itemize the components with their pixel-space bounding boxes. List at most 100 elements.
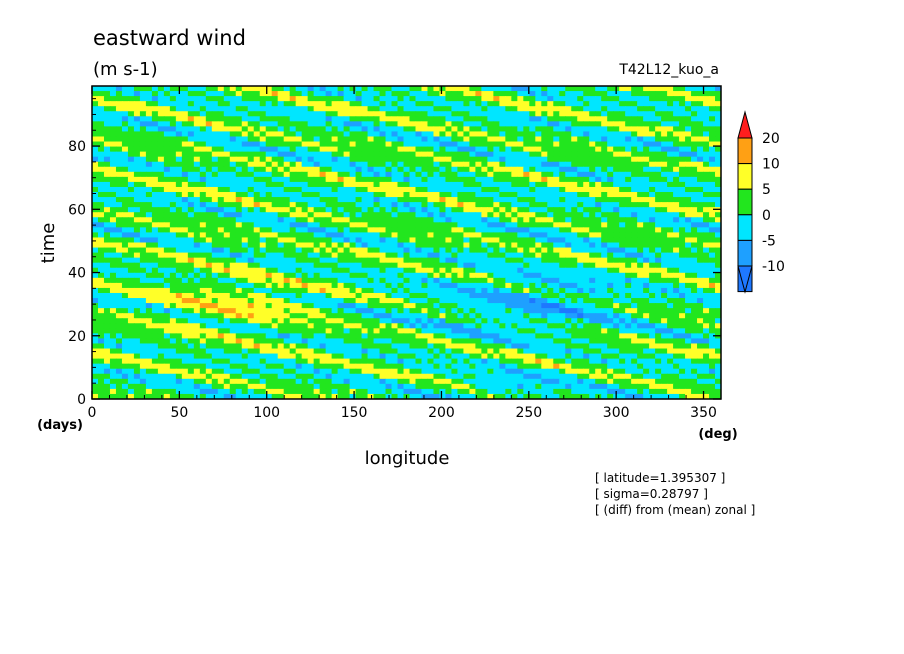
field-cell bbox=[649, 141, 656, 148]
field-cell bbox=[589, 101, 596, 107]
field-cell bbox=[271, 318, 279, 324]
field-cell bbox=[247, 91, 255, 97]
field-cell bbox=[637, 166, 644, 173]
field-cell bbox=[439, 318, 447, 324]
field-cell bbox=[583, 237, 590, 244]
field-cell bbox=[673, 156, 680, 163]
field-cell bbox=[229, 141, 237, 148]
field-cell bbox=[223, 202, 231, 208]
field-cell bbox=[157, 186, 165, 193]
field-cell bbox=[607, 212, 614, 218]
field-cell bbox=[493, 197, 500, 203]
field-cell bbox=[235, 181, 243, 188]
field-cell bbox=[415, 136, 423, 143]
field-cell bbox=[445, 207, 453, 213]
field-cell bbox=[253, 262, 261, 269]
field-cell bbox=[493, 202, 500, 208]
field-cell bbox=[115, 146, 123, 153]
field-cell bbox=[709, 287, 716, 294]
field-cell bbox=[97, 146, 105, 153]
field-cell bbox=[367, 171, 375, 178]
field-cell bbox=[337, 186, 345, 193]
field-cell bbox=[355, 232, 363, 239]
field-cell bbox=[253, 207, 261, 213]
field-cell bbox=[259, 116, 267, 122]
field-cell bbox=[481, 86, 488, 92]
field-cell bbox=[283, 217, 291, 223]
field-cell bbox=[571, 227, 578, 233]
field-cell bbox=[235, 197, 243, 203]
field-cell bbox=[613, 101, 620, 107]
field-cell bbox=[451, 186, 459, 193]
field-cell bbox=[667, 287, 674, 294]
field-cell bbox=[349, 202, 357, 208]
field-cell bbox=[445, 96, 453, 102]
field-cell bbox=[685, 101, 692, 107]
field-cell bbox=[295, 298, 303, 304]
field-cell bbox=[433, 161, 441, 168]
field-cell bbox=[715, 292, 721, 299]
field-cell bbox=[613, 141, 620, 148]
field-cell bbox=[145, 131, 153, 138]
field-cell bbox=[583, 318, 590, 324]
field-cell bbox=[319, 192, 327, 198]
field-cell bbox=[631, 207, 638, 213]
field-cell bbox=[193, 207, 201, 213]
field-cell bbox=[181, 217, 189, 223]
field-cell bbox=[361, 131, 369, 138]
field-cell bbox=[253, 151, 261, 158]
field-cell bbox=[295, 146, 303, 153]
field-cell bbox=[463, 126, 470, 133]
field-cell bbox=[325, 303, 333, 309]
field-cell bbox=[97, 242, 105, 249]
field-cell bbox=[355, 171, 363, 178]
field-cell bbox=[679, 232, 686, 239]
field-cell bbox=[163, 207, 171, 213]
field-cell bbox=[193, 292, 201, 299]
field-cell bbox=[319, 91, 327, 97]
field-cell bbox=[589, 287, 596, 294]
field-cell bbox=[469, 303, 476, 309]
field-cell bbox=[487, 232, 494, 239]
field-cell bbox=[181, 141, 189, 148]
field-cell bbox=[181, 171, 189, 178]
field-cell bbox=[301, 106, 309, 112]
field-cell bbox=[577, 262, 584, 269]
field-cell bbox=[463, 247, 470, 254]
field-cell bbox=[391, 252, 399, 259]
field-cell bbox=[325, 318, 333, 324]
field-cell bbox=[295, 136, 303, 143]
field-cell bbox=[307, 171, 315, 178]
field-cell bbox=[295, 202, 303, 208]
field-cell bbox=[451, 171, 459, 178]
field-cell bbox=[325, 192, 333, 198]
field-cell bbox=[709, 101, 716, 107]
field-cell bbox=[565, 141, 572, 148]
field-cell bbox=[505, 101, 512, 107]
field-cell bbox=[103, 267, 111, 274]
field-cell bbox=[697, 237, 704, 244]
field-cell bbox=[487, 227, 494, 233]
field-cell bbox=[361, 106, 369, 112]
field-cell bbox=[175, 136, 183, 143]
field-cell bbox=[457, 282, 465, 289]
field-cell bbox=[253, 202, 261, 208]
field-cell bbox=[133, 181, 141, 188]
field-cell bbox=[541, 186, 548, 193]
field-cell bbox=[169, 252, 177, 259]
field-cell bbox=[151, 292, 159, 299]
field-cell bbox=[517, 247, 524, 254]
field-cell bbox=[511, 116, 518, 122]
field-cell bbox=[361, 242, 369, 249]
field-cell bbox=[175, 318, 183, 324]
field-cell bbox=[337, 237, 345, 244]
field-cell bbox=[169, 303, 177, 309]
field-cell bbox=[595, 86, 602, 92]
field-cell bbox=[145, 252, 153, 259]
field-cell bbox=[481, 222, 488, 228]
field-cell bbox=[223, 166, 231, 173]
field-cell bbox=[709, 313, 716, 319]
field-cell bbox=[619, 106, 626, 112]
field-cell bbox=[469, 111, 476, 117]
field-cell bbox=[127, 257, 135, 264]
